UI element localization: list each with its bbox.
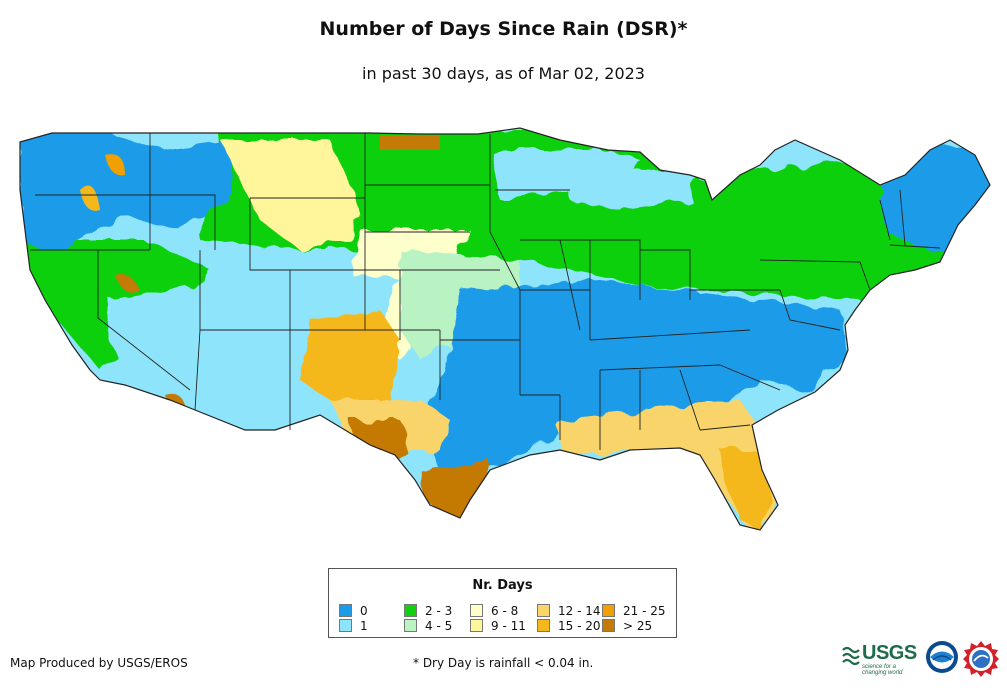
usgs-wave-icon	[842, 646, 860, 666]
legend-label: 15 - 20	[558, 619, 601, 633]
spot-northdakota-brown	[380, 135, 440, 150]
dsr-regions	[20, 128, 990, 530]
legend-swatch	[339, 604, 352, 617]
legend-item-4-5: 4 - 5	[404, 619, 452, 633]
legend-label: 9 - 11	[491, 619, 526, 633]
legend-title: Nr. Days	[472, 578, 533, 593]
legend-item-9-11: 9 - 11	[470, 619, 526, 633]
region-1-southwest	[110, 270, 400, 420]
noaa-logo	[926, 641, 958, 673]
legend-label: 21 - 25	[623, 604, 666, 618]
us-dsr-map	[19, 127, 991, 531]
usgs-logo: USGS science for a changing world	[842, 642, 920, 676]
region-0-southeast	[420, 280, 850, 470]
legend-swatch	[602, 619, 615, 632]
legend-label: 0	[360, 604, 368, 618]
legend-item-12-14: 12 - 14	[537, 604, 601, 618]
legend-item-15-20: 15 - 20	[537, 619, 601, 633]
legend-label: 6 - 8	[491, 604, 519, 618]
nws-logo	[963, 641, 999, 677]
legend-item-0: 0	[339, 604, 368, 618]
legend-label: 12 - 14	[558, 604, 601, 618]
legend-swatch	[602, 604, 615, 617]
region-0-northwest	[20, 130, 230, 250]
region-gt25-southtexas	[420, 460, 490, 520]
legend-item-6-8: 6 - 8	[470, 604, 518, 618]
map-subtitle: in past 30 days, as of Mar 02, 2023	[362, 64, 645, 83]
spot-washington-orange	[105, 154, 125, 176]
legend-swatch	[404, 604, 417, 617]
map-legend: Nr. Days 0 1 2 - 3 4 - 5 6 - 8 9 - 11 12…	[328, 568, 677, 638]
legend-label: 1	[360, 619, 368, 633]
legend-swatch	[404, 619, 417, 632]
legend-label: > 25	[623, 619, 653, 633]
spot-nevada-brown	[115, 274, 140, 293]
legend-item-1: 1	[339, 619, 368, 633]
legend-swatch	[339, 619, 352, 632]
producer-credit: Map Produced by USGS/EROS	[10, 656, 188, 670]
region-15-20-newmexico	[300, 310, 400, 420]
usgs-tagline: science for a changing world	[862, 664, 903, 676]
legend-label: 4 - 5	[425, 619, 453, 633]
legend-swatch	[537, 619, 550, 632]
legend-item-21-25: 21 - 25	[602, 604, 666, 618]
map-title: Number of Days Since Rain (DSR)*	[319, 18, 688, 40]
legend-label: 2 - 3	[425, 604, 453, 618]
legend-item-2-3: 2 - 3	[404, 604, 452, 618]
legend-swatch	[470, 619, 483, 632]
region-0-newengland	[880, 140, 990, 250]
region-12-14-gulf	[560, 400, 775, 530]
region-2-3-north	[200, 130, 960, 300]
legend-swatch	[537, 604, 550, 617]
legend-swatch	[470, 604, 483, 617]
legend-item-gt25: > 25	[602, 619, 652, 633]
spot-oregon-orange	[80, 185, 100, 211]
region-1-greatlakes	[560, 165, 700, 210]
dry-day-note: * Dry Day is rainfall < 0.04 in.	[413, 656, 594, 670]
state-borders	[19, 127, 991, 531]
usgs-wordmark: USGS	[862, 642, 917, 664]
region-15-20-florida	[720, 450, 770, 530]
region-9-11-montana	[220, 140, 360, 250]
